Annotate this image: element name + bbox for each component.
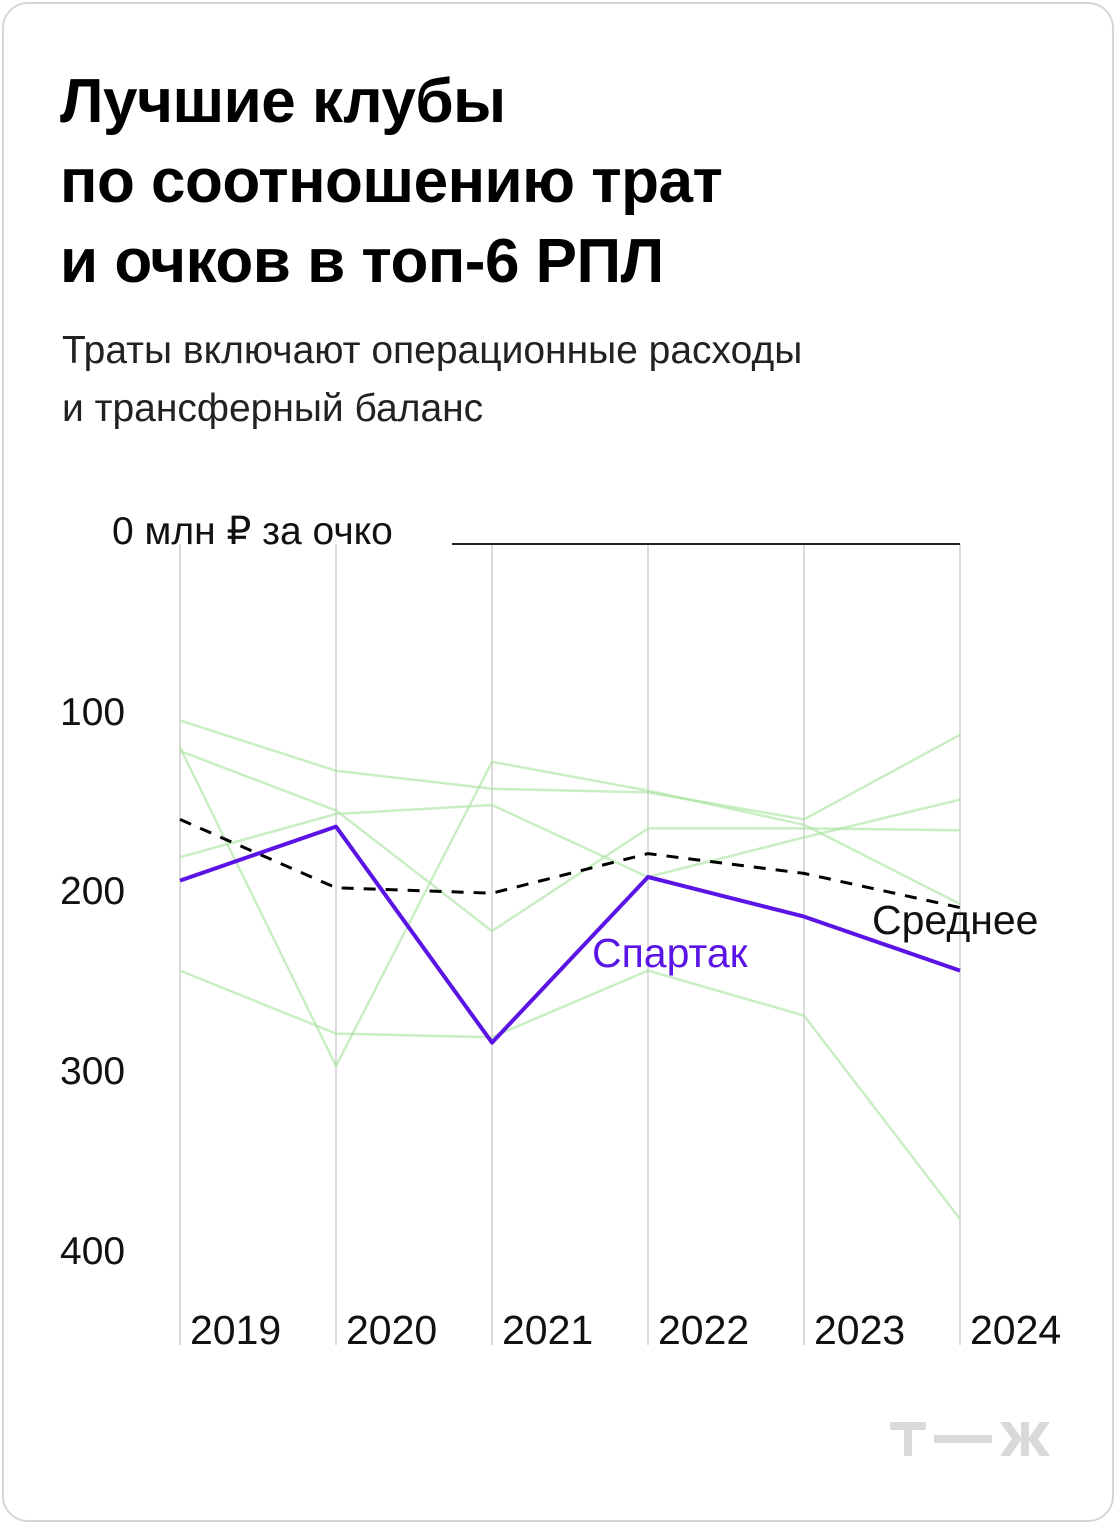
data-point-average xyxy=(336,887,337,888)
series-label-spartak: Спартак xyxy=(592,930,749,976)
y-tick-label: 0 млн ₽ за очко xyxy=(112,510,393,553)
data-point-other xyxy=(180,747,181,748)
x-tick-label: 2023 xyxy=(814,1307,905,1353)
data-point-other xyxy=(804,819,805,820)
data-point-other xyxy=(804,1015,805,1016)
data-point-other xyxy=(180,720,181,721)
x-tick-label: 2019 xyxy=(190,1307,281,1353)
data-point-other xyxy=(492,931,493,932)
x-tick-label: 2022 xyxy=(658,1307,749,1353)
data-point-other xyxy=(180,970,181,971)
data-point-spartak xyxy=(180,880,181,881)
data-point-other xyxy=(804,824,805,825)
chart-subtitle: Траты включают операционные расходы и тра… xyxy=(62,329,803,430)
series-line-other xyxy=(178,746,961,1068)
y-tick-label: 400 xyxy=(60,1230,125,1273)
data-point-average xyxy=(492,893,493,894)
data-point-other xyxy=(492,761,493,762)
data-point-other xyxy=(336,814,337,815)
data-point-spartak xyxy=(492,1042,493,1043)
data-point-other xyxy=(960,1219,961,1220)
data-point-other xyxy=(804,828,805,829)
data-point-average xyxy=(180,819,181,820)
data-point-other xyxy=(336,1066,337,1067)
data-point-spartak xyxy=(804,916,805,917)
y-tick-label: 200 xyxy=(60,870,125,913)
data-point-other xyxy=(492,788,493,789)
data-point-average xyxy=(648,853,649,854)
series-line-other xyxy=(179,969,961,1220)
x-tick-label: 2021 xyxy=(502,1307,593,1353)
series-line-other xyxy=(179,719,961,821)
data-point-spartak xyxy=(648,877,649,878)
data-point-other xyxy=(336,1033,337,1034)
data-point-other xyxy=(180,857,181,858)
data-point-spartak xyxy=(336,826,337,827)
data-point-other xyxy=(648,790,649,791)
series-line-average xyxy=(179,818,961,910)
chart-title: Лучшие клубы по соотношению трат и очков в… xyxy=(60,67,723,296)
data-point-spartak xyxy=(960,970,961,971)
series-line-spartak xyxy=(179,824,961,1045)
data-point-other xyxy=(336,810,337,811)
series-line-other xyxy=(179,749,961,933)
series-line-other xyxy=(179,798,961,879)
data-point-other xyxy=(336,770,337,771)
data-point-other xyxy=(648,828,649,829)
tj-logo xyxy=(890,1422,1050,1456)
data-point-other xyxy=(648,792,649,793)
data-point-average xyxy=(804,873,805,874)
data-point-other xyxy=(960,734,961,735)
y-tick-label: 300 xyxy=(60,1050,125,1093)
data-point-other xyxy=(804,837,805,838)
data-point-other xyxy=(960,799,961,800)
data-point-other xyxy=(492,805,493,806)
x-tick-label: 2024 xyxy=(970,1307,1061,1353)
y-tick-label: 100 xyxy=(60,691,125,734)
x-tick-label: 2020 xyxy=(346,1307,437,1353)
data-point-other xyxy=(960,830,961,831)
data-point-other xyxy=(492,1037,493,1038)
series-label-average: Среднее xyxy=(872,897,1038,943)
